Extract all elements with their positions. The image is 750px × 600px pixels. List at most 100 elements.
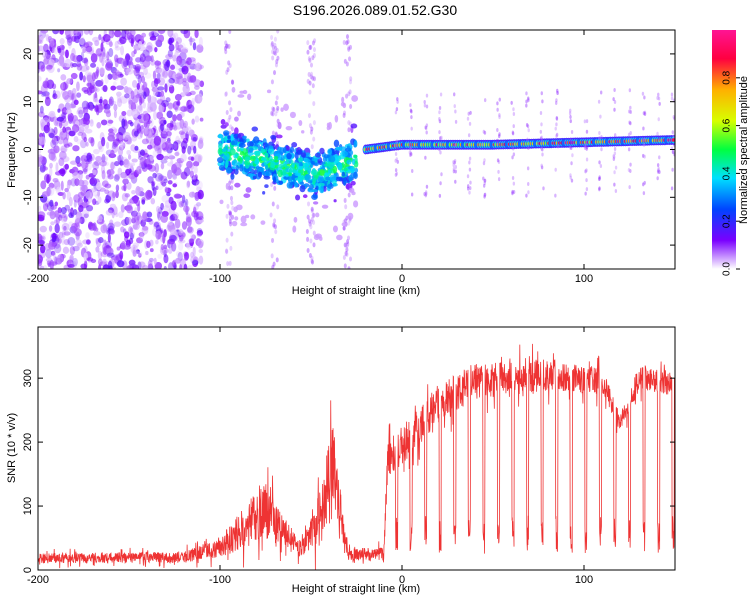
spectrogram-cell [58,157,65,167]
spectrogram-cell [527,190,530,195]
spectrogram-cell [425,123,429,128]
spectrogram-cell [439,181,442,186]
spectrogram-cell [57,68,61,73]
spectrogram-cell [172,141,179,152]
spectrogram-cell [307,180,313,184]
spectrogram-cell [670,92,674,97]
spectrogram-cell [347,127,351,133]
spectrogram-cell [453,92,456,97]
spectrogram-cell [73,208,78,215]
spectrogram-cell [194,30,199,39]
snr-axes: -200 -100 0 100 0 100 200 300 [22,327,675,586]
spectrogram-cell [105,240,112,249]
spectrogram-cell [276,105,280,111]
spectrogram-cell [195,211,204,221]
spectrogram-cell [68,89,72,95]
spectrogram-cell [598,160,601,165]
spectrogram-cell [349,79,353,85]
spectrogram-cell [176,106,185,111]
spectrogram-cell [395,157,399,162]
spectrogram-cell [96,122,102,129]
spectrogram-cell [512,124,515,129]
spectrogram-cell [569,145,572,150]
spectrogram-cell [452,163,455,168]
spectrogram-cell [138,40,143,49]
spectrogram-cell [541,99,544,104]
spectrogram-cell [151,181,155,192]
spectrogram-cell [163,244,168,250]
spectrogram-cell [311,189,318,193]
spectrogram-cell [49,166,53,177]
spectrogram-cell [242,135,247,139]
spectrogram-marks [38,30,675,269]
spectrogram-ytick-label: 20 [22,48,34,60]
spectrogram-cell [187,145,192,155]
spectrogram-cell [52,93,58,100]
spectrogram-cell [424,190,428,195]
spectrogram-cell [68,212,75,219]
spectrogram-cell [511,191,514,196]
spectrogram-cell [424,125,427,130]
spectrogram-cell [137,115,142,120]
spectrogram-cell [112,81,117,86]
spectrogram-cell [173,76,180,85]
spectrogram-cell [81,100,89,110]
spectrogram-cell [60,82,68,91]
spectrogram-cell [122,60,129,68]
spectrogram-cell [56,116,64,122]
spectrogram-cell [657,166,660,171]
spectrogram-cell [570,161,573,166]
spectrogram-cell [75,239,82,247]
spectrogram-cell [308,253,312,259]
spectrogram-cell [152,172,157,179]
spectrogram-cell [120,240,126,250]
spectrogram-cell [64,49,69,59]
spectrogram-cell [555,116,559,121]
spectrogram-cell [325,176,332,181]
spectrogram-cell [527,128,530,133]
spectrogram-cell [113,174,120,182]
spectrogram-cell [49,40,56,48]
spectrogram-cell [163,119,167,125]
spectrogram-cell [260,148,266,153]
spectrogram-cell [187,72,192,83]
spectrogram-cell [160,90,165,97]
spectrogram-cell [93,160,101,166]
spectrogram-cell [319,147,325,155]
spectrogram-cell [112,69,121,80]
spectrogram-cell [225,43,229,49]
spectrogram-cell [89,79,95,90]
spectrogram-cell [138,162,145,169]
spectrogram-cell [438,116,441,121]
spectrogram-cell [312,136,316,142]
spectrogram-cell [240,215,247,224]
spectrogram-cell [347,45,351,51]
spectrogram-cell [38,111,45,118]
spectrogram-cell [40,83,48,94]
spectrogram-cell [341,222,348,227]
spectrogram-cell [75,30,81,37]
spectrogram-cell [189,36,193,46]
spectrogram-cell [496,141,499,146]
spectrogram-cell [104,183,112,189]
spectrogram-cell [60,180,64,191]
spectrogram-cell [122,178,129,185]
spectrogram-cell [225,109,229,115]
spectrogram-cell [394,110,398,115]
spectrogram-cell [307,201,311,207]
spectrogram-cell [497,169,500,174]
spectrogram-cell [117,146,124,156]
spectrogram-cell [49,199,54,207]
spectrogram-cell [613,100,617,105]
spectrogram-cell [323,154,330,159]
spectrogram-cell [150,180,156,187]
spectrogram-cell [312,120,316,126]
spectrogram-cell [136,124,142,134]
spectrogram-cell [438,110,441,115]
spectrogram-cell [46,79,55,90]
spectrogram-cell [138,104,143,111]
spectrogram-cell [275,47,279,53]
spectrogram-cell [89,119,94,127]
spectrogram-cell [283,103,289,111]
spectrogram-cell [69,245,76,255]
